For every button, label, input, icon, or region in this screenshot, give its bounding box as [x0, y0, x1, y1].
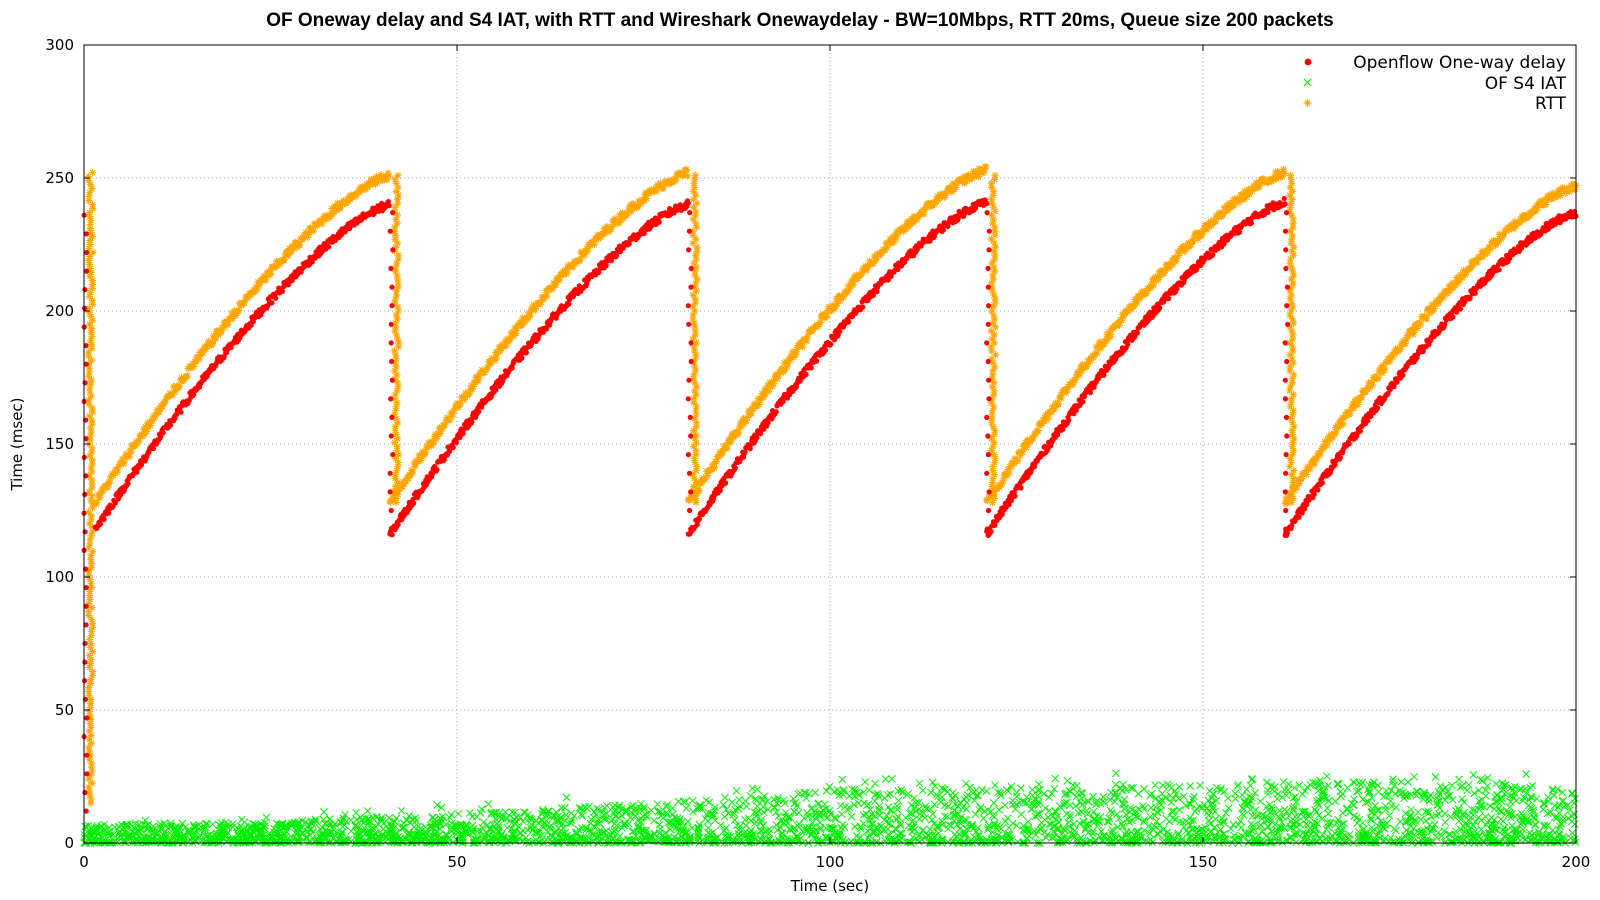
x-tick-label: 100 — [816, 853, 845, 871]
legend-label-rtt: RTT — [1535, 94, 1567, 114]
y-axis-label: Time (msec) — [8, 397, 26, 491]
axis-ticks: 0 50 100 150 200 0 50 100 150 200 250 300 — [45, 36, 1590, 871]
y-tick-label: 200 — [45, 302, 74, 320]
x-axis-label: Time (sec) — [790, 877, 869, 895]
x-tick-label: 50 — [447, 853, 466, 871]
x-tick-label: 150 — [1189, 853, 1218, 871]
x-tick-label: 200 — [1562, 853, 1591, 871]
y-tick-label: 50 — [55, 701, 74, 719]
y-tick-label: 100 — [45, 568, 74, 586]
series-rtt — [84, 163, 1580, 807]
y-tick-label: 250 — [45, 169, 74, 187]
legend-label-openflow-one-way-delay: Openflow One-way delay — [1353, 53, 1566, 73]
y-tick-label: 150 — [45, 435, 74, 453]
y-tick-label: 0 — [64, 834, 74, 852]
grid-lines — [84, 45, 1576, 843]
y-tick-label: 300 — [45, 36, 74, 54]
legend-marker-openflow-one-way-delay — [1304, 58, 1312, 66]
legend-marker-rtt — [1303, 99, 1312, 107]
legend: Openflow One-way delay OF S4 IAT RTT — [1303, 53, 1567, 114]
series-of-s4-iat — [80, 769, 1580, 847]
chart-title: OF Oneway delay and S4 IAT, with RTT and… — [266, 10, 1334, 31]
x-tick-label: 0 — [79, 853, 89, 871]
rtt-points — [84, 163, 1580, 807]
legend-label-of-s4-iat: OF S4 IAT — [1485, 74, 1567, 94]
legend-marker-of-s4-iat — [1303, 78, 1312, 87]
iat-point-cloud — [80, 769, 1580, 847]
